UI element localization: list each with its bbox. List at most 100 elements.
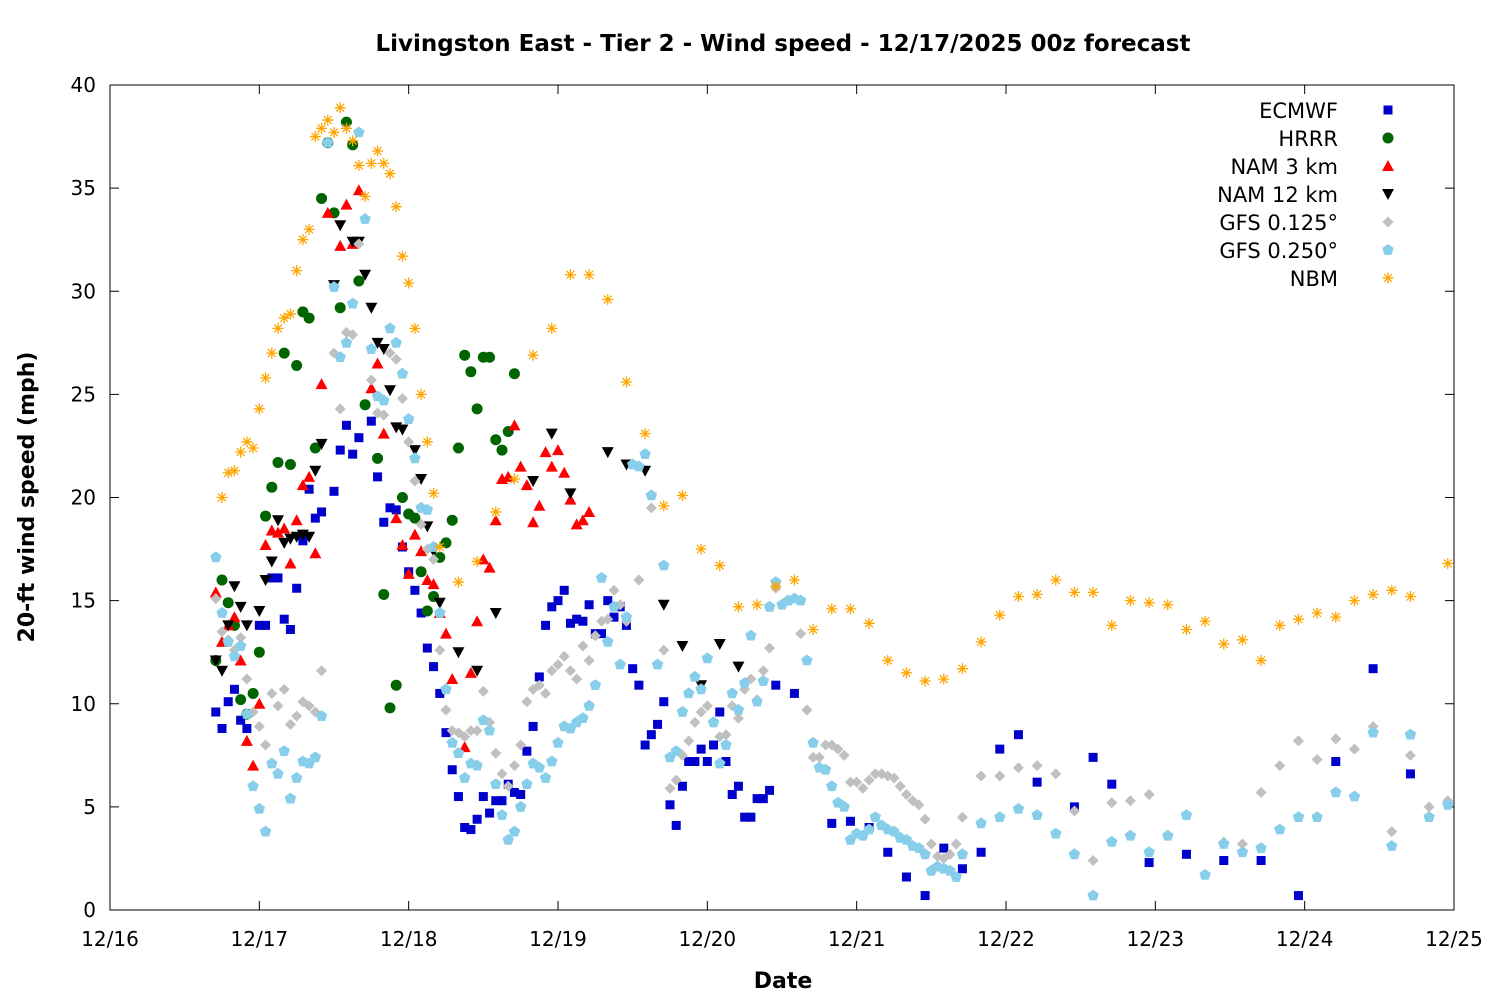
data-point-ecmwf	[410, 585, 420, 595]
data-point-gfs-0-125	[757, 665, 769, 677]
data-point-gfs-0-250	[521, 778, 533, 789]
data-point-ecmwf	[261, 620, 271, 630]
data-point-nbm	[471, 555, 483, 567]
data-point-nbm	[216, 492, 228, 503]
data-point-nbm	[564, 269, 576, 281]
data-point-nbm	[1218, 638, 1230, 650]
x-tick-label: 12/20	[679, 927, 737, 951]
data-point-ecmwf	[553, 596, 563, 606]
data-point-nam-12-km	[657, 599, 670, 611]
data-point-ecmwf	[572, 614, 582, 624]
data-point-nam-12-km	[359, 269, 372, 281]
data-point-nam-3-km	[421, 574, 434, 585]
data-point-nam-3-km	[340, 198, 353, 210]
legend-label: NAM 3 km	[1230, 155, 1338, 179]
data-point-gfs-0-250	[546, 755, 558, 767]
data-point-gfs-0-125	[546, 665, 558, 677]
data-point-gfs-0-125	[390, 353, 402, 365]
data-point-gfs-0-125	[459, 731, 471, 743]
data-point-nam-3-km	[520, 479, 533, 491]
data-point-ecmwf	[348, 449, 358, 459]
series-gfs-0-250	[210, 126, 1454, 901]
data-point-ecmwf	[254, 620, 264, 630]
legend-marker	[1382, 244, 1394, 255]
data-point-ecmwf	[447, 765, 457, 775]
data-point-hrrr	[490, 434, 502, 446]
data-point-nbm	[1292, 613, 1304, 625]
data-point-gfs-0-250	[365, 343, 377, 354]
data-point-hrrr	[446, 514, 458, 526]
data-point-nbm	[235, 446, 247, 458]
data-point-gfs-0-125	[732, 712, 744, 724]
data-point-ecmwf	[883, 847, 893, 857]
data-point-gfs-0-125	[477, 685, 489, 697]
y-tick-label: 30	[71, 279, 96, 303]
data-point-ecmwf	[665, 800, 675, 810]
data-point-nbm	[403, 277, 415, 289]
data-point-hrrr	[291, 360, 303, 371]
data-point-gfs-0-250	[595, 571, 608, 583]
legend-marker	[1382, 189, 1394, 200]
data-point-nam-3-km	[514, 460, 527, 472]
series-nam-12-km	[209, 220, 745, 692]
y-tick-label: 40	[71, 73, 96, 97]
data-point-nam-3-km	[458, 741, 471, 753]
data-point-nam-3-km	[402, 567, 415, 579]
data-point-gfs-0-125	[415, 518, 427, 530]
data-point-gfs-0-250	[210, 551, 222, 563]
data-point-gfs-0-125	[701, 700, 713, 712]
data-point-nbm	[253, 403, 265, 415]
data-point-ecmwf	[379, 517, 389, 527]
data-point-nbm	[994, 609, 1006, 621]
data-point-nbm	[1162, 599, 1174, 611]
data-point-ecmwf	[472, 814, 482, 824]
data-point-gfs-0-125	[515, 739, 527, 751]
data-point-nbm	[770, 580, 782, 592]
data-point-ecmwf	[453, 792, 463, 802]
data-point-ecmwf	[684, 757, 694, 766]
data-point-nam-12-km	[272, 515, 284, 527]
data-point-gfs-0-250	[701, 652, 713, 664]
data-point-nbm	[844, 603, 856, 615]
data-point-ecmwf	[677, 781, 687, 791]
data-point-gfs-0-125	[235, 632, 247, 644]
x-tick-label: 12/23	[1127, 927, 1185, 951]
data-point-nbm	[975, 636, 987, 648]
data-point-nam-3-km	[527, 516, 540, 528]
data-point-gfs-0-125	[396, 393, 408, 404]
data-point-ecmwf	[547, 602, 557, 612]
data-point-nbm	[1180, 624, 1192, 635]
data-point-ecmwf	[671, 820, 681, 830]
data-point-gfs-0-125	[465, 725, 477, 737]
data-point-gfs-0-125	[571, 673, 583, 685]
data-point-gfs-0-125	[558, 650, 570, 662]
data-point-gfs-0-250	[1050, 827, 1062, 839]
data-point-ecmwf	[229, 684, 239, 694]
data-point-nam-12-km	[545, 428, 558, 440]
data-point-gfs-0-125	[1348, 743, 1360, 755]
data-point-ecmwf	[1107, 779, 1117, 789]
data-point-gfs-0-250	[633, 460, 645, 472]
data-point-gfs-0-250	[732, 703, 745, 715]
data-point-gfs-0-250	[714, 757, 726, 769]
data-point-nam-12-km	[377, 344, 390, 355]
data-point-gfs-0-250	[1255, 842, 1267, 853]
data-point-ecmwf	[696, 744, 706, 754]
data-point-nbm	[1199, 615, 1211, 627]
data-point-nbm	[421, 436, 433, 448]
data-point-nam-12-km	[259, 575, 272, 586]
data-point-gfs-0-125	[863, 774, 875, 786]
data-point-gfs-0-125	[533, 679, 545, 691]
data-point-gfs-0-125	[471, 725, 483, 737]
data-point-ecmwf	[603, 596, 613, 606]
x-tick-label: 12/19	[529, 927, 587, 951]
data-point-nbm	[1348, 595, 1360, 607]
y-tick-label: 35	[71, 176, 96, 200]
series-nam-3-km	[209, 184, 596, 771]
data-point-ecmwf	[354, 433, 364, 443]
data-point-gfs-0-125	[490, 747, 502, 759]
data-point-gfs-0-125	[645, 502, 657, 514]
data-point-gfs-0-250	[757, 675, 769, 686]
data-point-gfs-0-250	[950, 871, 962, 882]
data-point-nbm	[415, 388, 427, 400]
